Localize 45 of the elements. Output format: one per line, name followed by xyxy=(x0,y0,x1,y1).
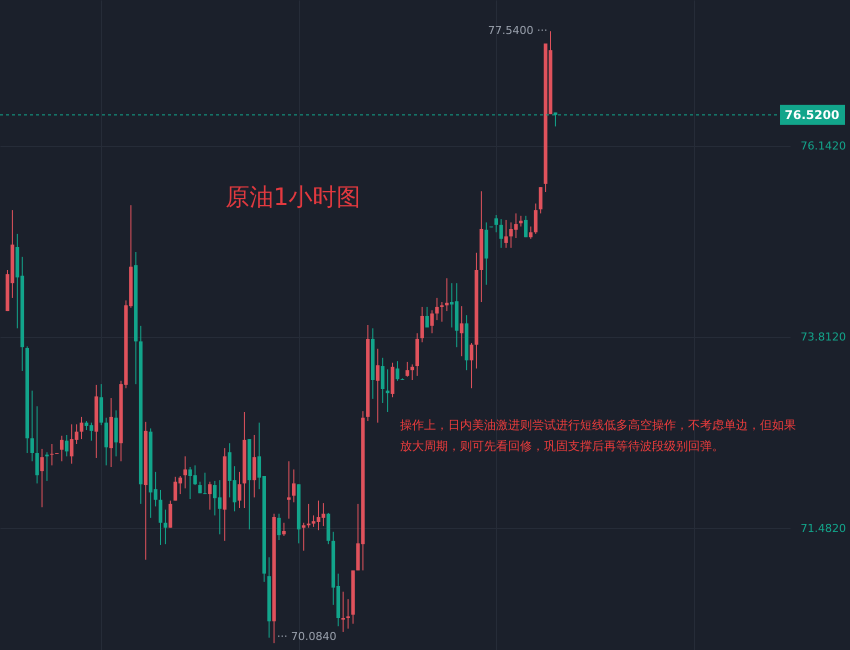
ref-line-label: 76.5200 xyxy=(784,108,840,122)
candlestick xyxy=(504,219,508,248)
candlestick xyxy=(238,471,242,509)
candlestick xyxy=(396,360,400,382)
candlestick xyxy=(80,416,84,440)
candlestick xyxy=(292,468,296,503)
candlestick xyxy=(430,310,434,334)
candlestick xyxy=(282,522,286,536)
annotation: ··· 70.0840 xyxy=(277,630,337,644)
candlestick xyxy=(183,456,187,489)
candlestick xyxy=(208,481,212,510)
candlestick xyxy=(45,452,49,482)
candlestick xyxy=(494,214,498,233)
annotation: 77.5400 ··· xyxy=(488,24,548,38)
candlestick xyxy=(470,342,474,389)
candlestick xyxy=(425,306,429,328)
candlestick xyxy=(60,435,64,462)
candlestick xyxy=(306,503,310,528)
candlestick xyxy=(460,306,464,357)
candlestick xyxy=(380,357,384,404)
y-tick-label: 71.4820 xyxy=(800,522,846,535)
candlestick xyxy=(64,434,69,457)
text: 原油1小时图 xyxy=(225,183,361,211)
candlestick xyxy=(534,203,538,234)
candlestick xyxy=(386,368,390,412)
y-tick-label: 76.1420 xyxy=(800,139,846,152)
candlestick xyxy=(40,448,44,508)
candlestick xyxy=(538,186,542,214)
candlestick xyxy=(30,390,34,462)
candlestick xyxy=(252,434,256,498)
candlestick xyxy=(158,489,162,546)
candlestick xyxy=(277,513,281,541)
candlestick xyxy=(420,306,424,343)
candlestick xyxy=(499,218,503,248)
candlestick xyxy=(168,500,172,528)
candlestick xyxy=(406,361,410,378)
candlestick xyxy=(287,460,291,520)
candlestick xyxy=(376,348,380,424)
candlestick xyxy=(445,278,449,312)
candlestick xyxy=(35,406,39,484)
y-tick-label: 73.8120 xyxy=(800,330,846,344)
candlestick xyxy=(435,297,439,321)
candlestick xyxy=(203,472,207,495)
candlestick xyxy=(524,215,528,238)
annotation: 操作上，日内美油激进则尝试进行短线低多高空操作，不考虑单边，但如果放大周期，则可先看回修，巩固支撑后再等待波段级别回弹。 xyxy=(400,418,796,453)
